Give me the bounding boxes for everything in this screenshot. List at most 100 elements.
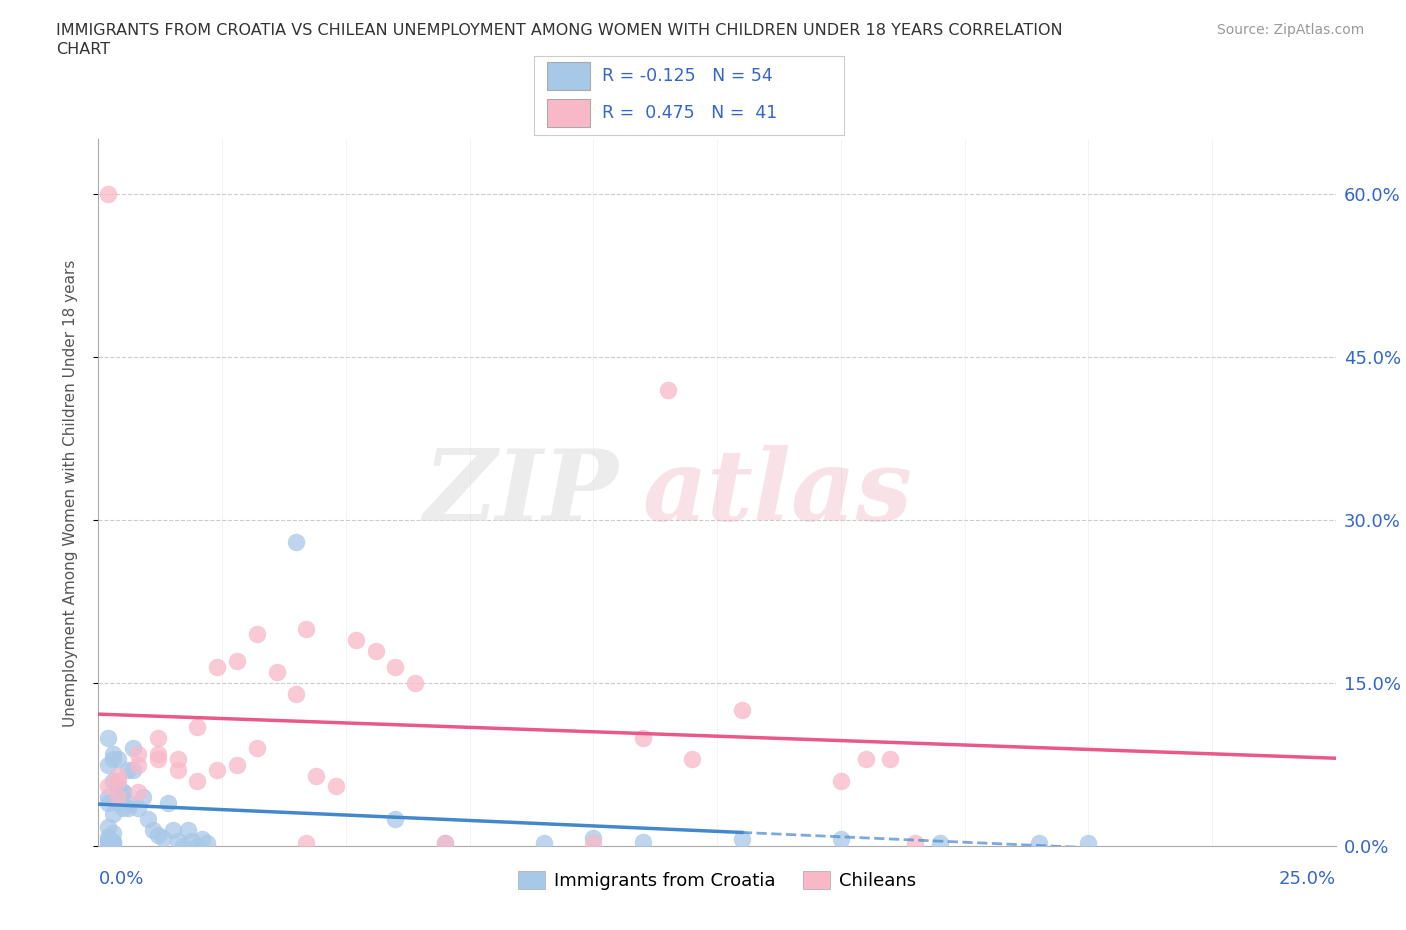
Point: [97, 837, 120, 852]
Point: [533, 835, 555, 850]
Text: ZIP: ZIP: [423, 445, 619, 541]
Point: [191, 831, 214, 846]
Point: [103, 751, 125, 766]
Point: [107, 774, 129, 789]
Point: [384, 659, 406, 674]
Point: [246, 627, 269, 642]
Point: [631, 730, 654, 745]
Point: [830, 774, 852, 789]
Point: [112, 785, 135, 800]
Point: [285, 535, 308, 550]
Y-axis label: Unemployment Among Women with Children Under 18 years: Unemployment Among Women with Children U…: [63, 259, 77, 726]
Point: [433, 835, 456, 850]
Point: [582, 835, 605, 850]
Text: Source: ZipAtlas.com: Source: ZipAtlas.com: [1216, 23, 1364, 37]
Point: [879, 751, 901, 766]
Point: [117, 795, 139, 810]
Point: [152, 830, 174, 845]
Point: [855, 751, 877, 766]
Point: [136, 812, 159, 827]
Point: [127, 757, 149, 772]
Point: [681, 751, 703, 766]
Point: [97, 834, 120, 849]
Point: [162, 822, 184, 837]
Text: IMMIGRANTS FROM CROATIA VS CHILEAN UNEMPLOYMENT AMONG WOMEN WITH CHILDREN UNDER : IMMIGRANTS FROM CROATIA VS CHILEAN UNEMP…: [56, 23, 1063, 38]
Text: 25.0%: 25.0%: [1278, 870, 1336, 888]
Point: [1028, 835, 1050, 850]
Point: [97, 779, 120, 794]
Point: [112, 785, 135, 800]
Point: [205, 763, 228, 777]
Legend: Immigrants from Croatia, Chileans: Immigrants from Croatia, Chileans: [510, 864, 924, 897]
Point: [146, 828, 169, 843]
Point: [344, 632, 367, 647]
Point: [97, 819, 120, 834]
Point: [103, 774, 125, 789]
Point: [97, 790, 120, 804]
Point: [132, 790, 155, 804]
Point: [146, 751, 169, 766]
Point: [117, 763, 139, 777]
Point: [186, 774, 208, 789]
Point: [904, 835, 927, 850]
Point: [103, 834, 125, 849]
Point: [928, 835, 950, 850]
Point: [1077, 835, 1099, 850]
Point: [103, 834, 125, 849]
Point: [325, 779, 347, 794]
Point: [97, 186, 120, 201]
Point: [97, 757, 120, 772]
Point: [107, 768, 129, 783]
Text: CHART: CHART: [56, 42, 110, 57]
Text: 0.0%: 0.0%: [98, 870, 143, 888]
Point: [103, 837, 125, 852]
Point: [97, 730, 120, 745]
Point: [146, 747, 169, 762]
Point: [166, 763, 188, 777]
Point: [103, 826, 125, 841]
Point: [107, 795, 129, 810]
Point: [117, 801, 139, 816]
Point: [112, 801, 135, 816]
Point: [582, 830, 605, 845]
Point: [186, 719, 208, 734]
Point: [97, 795, 120, 810]
Text: R =  0.475   N =  41: R = 0.475 N = 41: [602, 104, 778, 122]
Point: [127, 785, 149, 800]
Point: [195, 835, 218, 850]
Point: [127, 747, 149, 762]
Point: [122, 741, 145, 756]
Point: [107, 779, 129, 794]
Point: [205, 659, 228, 674]
Point: [731, 831, 754, 846]
Point: [186, 839, 208, 854]
Text: R = -0.125   N = 54: R = -0.125 N = 54: [602, 67, 773, 85]
Point: [657, 382, 679, 397]
Point: [97, 832, 120, 847]
FancyBboxPatch shape: [547, 100, 591, 127]
Point: [830, 831, 852, 846]
Point: [97, 829, 120, 844]
Point: [166, 751, 188, 766]
Point: [107, 790, 129, 804]
Point: [433, 835, 456, 850]
Point: [226, 654, 249, 669]
Point: [176, 822, 198, 837]
Point: [266, 665, 288, 680]
Point: [122, 763, 145, 777]
Point: [181, 833, 204, 848]
Point: [103, 806, 125, 821]
Point: [364, 644, 387, 658]
Point: [103, 747, 125, 762]
Point: [285, 686, 308, 701]
Point: [631, 834, 654, 849]
Point: [305, 768, 328, 783]
Text: atlas: atlas: [643, 445, 912, 541]
Point: [107, 751, 129, 766]
Point: [166, 833, 188, 848]
Point: [384, 812, 406, 827]
Point: [156, 795, 179, 810]
Point: [246, 741, 269, 756]
FancyBboxPatch shape: [547, 62, 591, 90]
Point: [146, 730, 169, 745]
